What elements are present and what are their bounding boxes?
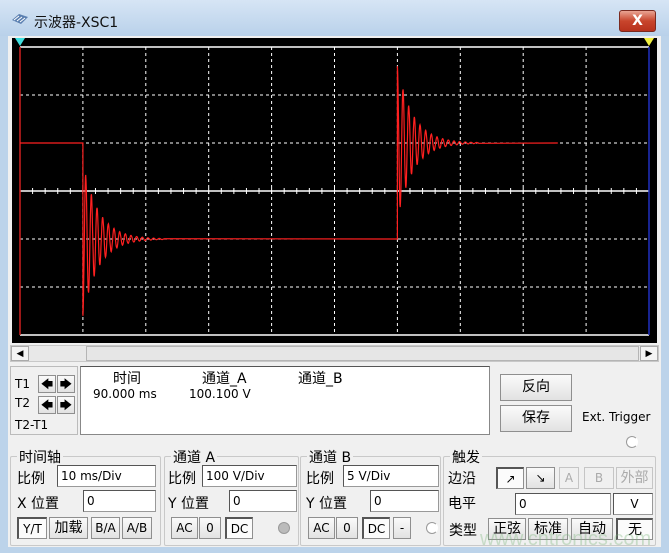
header-channel-a: 通道_A xyxy=(202,371,247,387)
scroll-right-arrow-icon[interactable]: ▶ xyxy=(640,346,658,361)
channel-b-dc-button[interactable]: DC xyxy=(362,517,390,539)
load-mode-button[interactable]: 加载 xyxy=(49,517,88,539)
channel-a-ac-button[interactable]: AC xyxy=(171,517,198,539)
x-position-label: X 位置 xyxy=(17,496,60,512)
channel-b-ypos-input[interactable]: 0 xyxy=(370,490,439,512)
channel-a-dc-button[interactable]: DC xyxy=(225,517,253,539)
timebase-group: 时间轴 比例 10 ms/Div X 位置 0 Y/T 加载 B/A A/B xyxy=(10,447,161,546)
x-position-input[interactable]: 0 xyxy=(83,490,156,512)
trigger-auto-button[interactable]: 自动 xyxy=(571,518,613,540)
channel-b-ac-button[interactable]: AC xyxy=(308,517,335,539)
scroll-thumb[interactable] xyxy=(86,346,639,361)
trigger-source-external-button[interactable]: 外部 xyxy=(616,467,653,489)
title-bar[interactable]: 示波器-XSC1 X xyxy=(0,0,669,36)
cursor-t1-marker-icon xyxy=(15,38,25,46)
channel-a-ypos-input[interactable]: 0 xyxy=(229,490,297,512)
t1-time-value: 90.000 ms xyxy=(93,387,157,401)
cursor-t2-marker-icon xyxy=(644,38,654,46)
channel-a-trace xyxy=(20,66,558,316)
timebase-scale-label: 比例 xyxy=(17,471,45,487)
channel-b-title: 通道 B xyxy=(307,447,354,467)
falling-edge-button[interactable]: ↘ xyxy=(526,467,555,489)
trigger-edge-label: 边沿 xyxy=(448,471,476,487)
channel-a-zero-button[interactable]: 0 xyxy=(199,517,221,539)
save-button[interactable]: 保存 xyxy=(500,405,572,432)
channel-a-ypos-label: Y 位置 xyxy=(168,496,210,512)
timebase-title: 时间轴 xyxy=(17,447,63,467)
channel-b-scale-input[interactable]: 5 V/Div xyxy=(343,465,439,487)
trigger-level-label: 电平 xyxy=(448,496,476,512)
scroll-left-arrow-icon[interactable]: ◀ xyxy=(11,346,29,361)
channel-b-minus-button[interactable]: - xyxy=(393,517,411,539)
header-channel-b: 通道_B xyxy=(298,371,343,387)
channel-a-title: 通道 A xyxy=(171,447,218,467)
trigger-normal-button[interactable]: 标准 xyxy=(528,518,568,540)
window-title: 示波器-XSC1 xyxy=(34,15,119,31)
channel-a-scale-label: 比例 xyxy=(168,471,196,487)
trigger-type-label: 类型 xyxy=(449,523,477,539)
trigger-none-button[interactable]: 无 xyxy=(616,518,653,540)
trigger-source-b-button[interactable]: B xyxy=(584,467,614,489)
channel-b-scale-label: 比例 xyxy=(306,471,334,487)
t2-left-arrow-icon[interactable]: 🡄 xyxy=(38,396,56,414)
oscilloscope-icon xyxy=(12,14,28,24)
channel-b-ypos-label: Y 位置 xyxy=(306,496,348,512)
t1-label: T1 xyxy=(15,377,30,391)
trigger-level-unit[interactable]: V xyxy=(613,493,653,515)
oscilloscope-screen xyxy=(12,38,657,343)
scope-display xyxy=(15,38,654,336)
t2-right-arrow-icon[interactable]: 🡆 xyxy=(57,396,75,414)
cursor-controls: T1 🡄 🡆 T2 🡄 🡆 T2-T1 xyxy=(10,366,78,435)
ba-mode-button[interactable]: B/A xyxy=(91,517,120,539)
trigger-group: 触发 边沿 ↗ ↘ A B 外部 电平 0 V 类型 正弦 标准 自动 无 xyxy=(443,447,656,546)
channel-b-terminal[interactable] xyxy=(426,522,438,534)
horizontal-scrollbar[interactable]: ◀ ▶ xyxy=(10,345,659,362)
yt-mode-button[interactable]: Y/T xyxy=(17,517,47,539)
trigger-level-input[interactable]: 0 xyxy=(515,493,611,515)
trigger-title: 触发 xyxy=(450,447,482,467)
channel-b-group: 通道 B 比例 5 V/Div Y 位置 0 AC 0 DC - xyxy=(300,447,441,546)
t2-label: T2 xyxy=(15,396,30,410)
reverse-button[interactable]: 反向 xyxy=(500,374,572,401)
ab-mode-button[interactable]: A/B xyxy=(122,517,152,539)
watermark: www.cntronics.com xyxy=(480,528,652,550)
ext-trigger-terminal[interactable] xyxy=(626,436,638,448)
channel-a-scale-input[interactable]: 100 V/Div xyxy=(202,465,297,487)
t2-t1-label: T2-T1 xyxy=(15,418,49,432)
ext-trigger-label: Ext. Trigger xyxy=(582,410,651,424)
cursor-readout: 时间 通道_A 通道_B 90.000 ms 100.100 V xyxy=(80,366,490,435)
trigger-source-a-button[interactable]: A xyxy=(559,467,579,489)
t1-channel-a-value: 100.100 V xyxy=(189,387,251,401)
channel-b-zero-button[interactable]: 0 xyxy=(336,517,358,539)
channel-a-group: 通道 A 比例 100 V/Div Y 位置 0 AC 0 DC xyxy=(164,447,299,546)
channel-a-terminal[interactable] xyxy=(278,522,290,534)
header-time: 时间 xyxy=(113,371,141,387)
t1-left-arrow-icon[interactable]: 🡄 xyxy=(38,375,56,393)
t1-right-arrow-icon[interactable]: 🡆 xyxy=(57,375,75,393)
rising-edge-button[interactable]: ↗ xyxy=(496,467,524,489)
trigger-sine-button[interactable]: 正弦 xyxy=(488,518,526,540)
close-button[interactable]: X xyxy=(619,10,656,32)
timebase-scale-input[interactable]: 10 ms/Div xyxy=(57,465,156,487)
